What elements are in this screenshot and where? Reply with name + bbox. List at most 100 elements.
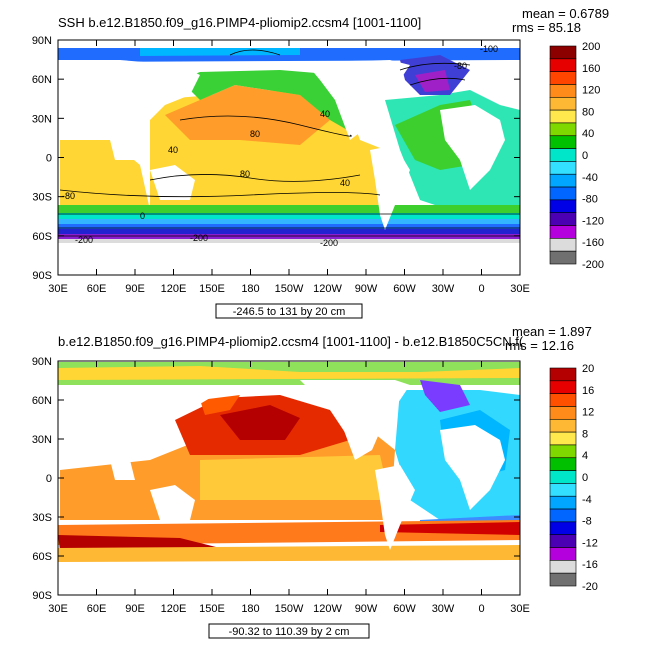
y-tick-label: 0 — [46, 473, 52, 485]
panel-1-rms: rms = 85.18 — [512, 20, 581, 35]
colorbar-label: 8 — [582, 428, 588, 440]
colorbar-swatch — [549, 547, 577, 561]
colorbar-label: 40 — [582, 128, 594, 140]
colorbar-swatch — [549, 367, 577, 382]
colorbar-label: -80 — [582, 194, 598, 206]
panel-1-title: SSH b.e12.B1850.f09_g16.PIMP4-pliomip2.c… — [58, 15, 421, 30]
x-tick-label: 120W — [313, 603, 342, 615]
contour-label: -80 — [454, 61, 467, 71]
x-tick-label: 120E — [161, 283, 187, 295]
colorbar-label: 120 — [582, 85, 600, 97]
y-tick-label: 90S — [32, 270, 52, 282]
panel-2-x-ticks: 30E 60E 90E 120E 150E 180 150W 120W 90W 60W 30W 0 30… — [48, 361, 530, 615]
colorbar-label: -12 — [582, 537, 598, 549]
panel-1-map: 80 40 40 0 -80 -200 -200 -200 80 40 -80 … — [57, 39, 521, 276]
colorbar-swatch — [549, 84, 577, 98]
x-tick-label: 90E — [125, 283, 145, 295]
contour-label: 40 — [168, 145, 178, 155]
panel-2-y-ticks: 90N 60N 30N 0 30S 60S 90S — [32, 356, 520, 602]
x-tick-label: 0 — [478, 283, 484, 295]
panel-2: b.e12.B1850.f09_g16.PIMP4-pliomip2.ccsm4… — [32, 324, 598, 639]
colorbar-swatch — [549, 122, 577, 137]
colorbar-label: -16 — [582, 559, 598, 571]
colorbar-swatch — [549, 508, 577, 523]
y-tick-label: 30S — [32, 192, 52, 204]
colorbar-swatch — [549, 444, 577, 459]
x-tick-label: 30E — [48, 283, 68, 295]
x-tick-label: 30W — [432, 283, 455, 295]
y-tick-label: 60S — [32, 551, 52, 563]
panel-1-contour-info: -246.5 to 131 by 20 cm — [215, 303, 363, 319]
colorbar-swatch — [549, 71, 577, 85]
colorbar-swatch — [549, 96, 577, 111]
colorbar-label: 0 — [582, 472, 588, 484]
colorbar-swatch — [549, 418, 577, 433]
x-tick-label: 60W — [393, 603, 416, 615]
y-tick-label: 0 — [46, 153, 52, 165]
colorbar-swatch — [549, 199, 577, 214]
x-tick-label: 150E — [199, 603, 225, 615]
y-tick-label: 60N — [32, 395, 52, 407]
colorbar-label: -200 — [582, 259, 604, 271]
contour-label: -200 — [190, 233, 208, 243]
x-tick-label: 180 — [241, 283, 259, 295]
y-tick-label: 90S — [32, 590, 52, 602]
y-tick-label: 60N — [32, 74, 52, 86]
panel-1-x-ticks: 30E 60E 90E 120E 150E 180 150W 120W 90W 60W 30W 0 30… — [48, 40, 530, 295]
y-tick-label: 60S — [32, 231, 52, 243]
panel-2-colorbar: 20 16 12 8 4 0 -4 -8 -12 -16 -20 — [549, 363, 598, 593]
contour-label: -80 — [62, 191, 75, 201]
colorbar-swatch — [549, 238, 577, 252]
colorbar-swatch — [549, 225, 577, 239]
colorbar-swatch — [549, 212, 577, 226]
x-tick-label: 30E — [510, 603, 530, 615]
colorbar-label: -20 — [582, 581, 598, 593]
x-tick-label: 60W — [393, 283, 416, 295]
panel-2-contour-info-text: -90.32 to 110.39 by 2 cm — [229, 626, 350, 638]
colorbar-label: -40 — [582, 172, 598, 184]
colorbar-label: 80 — [582, 106, 594, 118]
colorbar-swatch — [549, 495, 577, 510]
contour-label: -200 — [75, 235, 93, 245]
y-tick-label: 90N — [32, 35, 52, 47]
x-tick-label: 150E — [199, 283, 225, 295]
contour-label: 80 — [240, 169, 250, 179]
y-tick-label: 30N — [32, 113, 52, 125]
contour-label: 0 — [140, 211, 145, 221]
colorbar-label: -8 — [582, 516, 592, 528]
colorbar-swatch — [549, 173, 577, 188]
colorbar-swatch — [549, 393, 577, 407]
x-tick-label: 120E — [161, 603, 187, 615]
colorbar-swatch — [549, 109, 577, 124]
colorbar-swatch — [549, 406, 577, 420]
colorbar-swatch — [549, 470, 577, 484]
panel-2-rms: rms = 12.16 — [505, 338, 574, 353]
colorbar-swatch — [549, 58, 577, 72]
colorbar-swatch — [549, 250, 577, 265]
panel-1-mean: mean = 0.6789 — [522, 6, 609, 21]
y-tick-label: 30S — [32, 512, 52, 524]
colorbar-label: 160 — [582, 63, 600, 75]
y-tick-label: 90N — [32, 356, 52, 368]
colorbar-swatch — [549, 431, 577, 446]
contour-label: -200 — [320, 238, 338, 248]
colorbar-swatch — [549, 483, 577, 497]
panel-1-contour-info-text: -246.5 to 131 by 20 cm — [233, 306, 346, 318]
colorbar-swatch — [549, 186, 577, 201]
x-tick-label: 120W — [313, 283, 342, 295]
colorbar-swatch — [549, 572, 577, 587]
colorbar-label: -160 — [582, 237, 604, 249]
x-tick-label: 30E — [510, 283, 530, 295]
x-tick-label: 180 — [241, 603, 259, 615]
colorbar-swatch — [549, 521, 577, 536]
colorbar-swatch — [549, 148, 577, 162]
colorbar-label: 4 — [582, 450, 588, 462]
colorbar-label: 200 — [582, 41, 600, 53]
contour-label: 80 — [250, 129, 260, 139]
panel-1-colorbar: 200 160 120 80 40 0 -40 -80 -120 -160 -200 — [549, 41, 604, 271]
contour-label: -100 — [480, 44, 498, 54]
panel-2-mean: mean = 1.897 — [512, 324, 592, 339]
colorbar-swatch — [549, 135, 577, 149]
colorbar-label: -4 — [582, 494, 592, 506]
